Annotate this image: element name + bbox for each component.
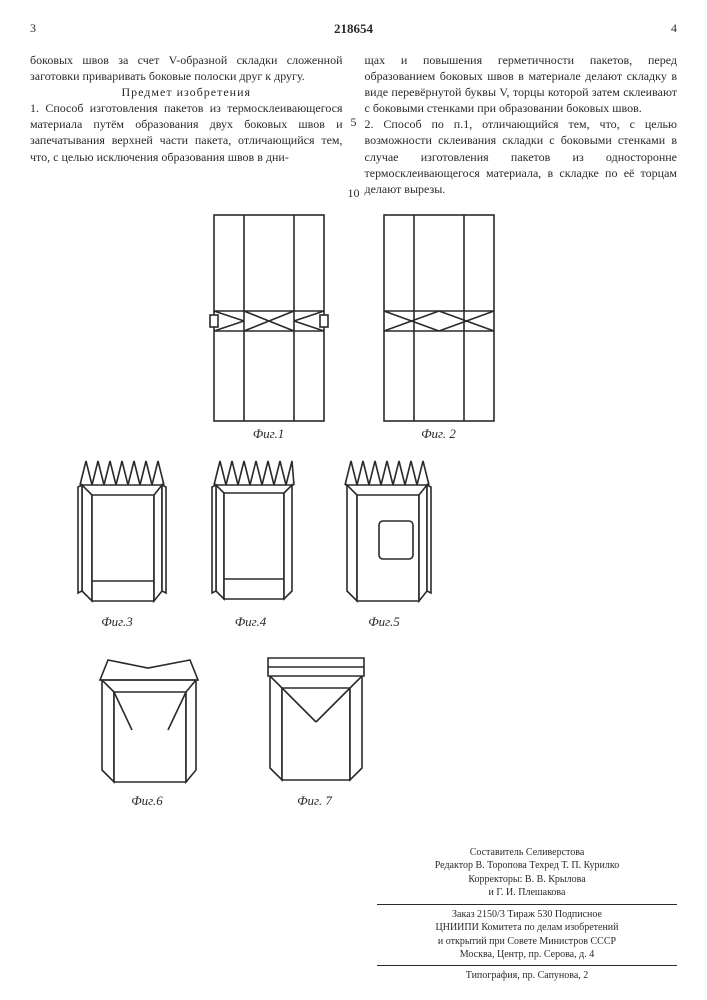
figure-label: Фиг.5 [368, 613, 400, 631]
figure-label: Фиг.4 [235, 613, 267, 631]
section-title: Предмет изобретения [30, 84, 343, 100]
figure-label: Фиг.3 [101, 613, 133, 631]
figure-4: Фиг.4 [198, 451, 303, 631]
line-number: 5 [351, 114, 357, 130]
text-columns: боковых швов за счет V-образной складки … [30, 52, 677, 198]
figure-6: Фиг.6 [82, 640, 212, 810]
para: боковых швов за счет V-образной складки … [30, 52, 343, 84]
figure-7: Фиг. 7 [252, 640, 377, 810]
typography-line: Типография, пр. Сапунова, 2 [377, 969, 677, 983]
correctors2: и Г. И. Плешакова [377, 886, 677, 900]
para: щах и повышения герметичности пакетов, п… [365, 52, 678, 117]
correctors: Корректоры: В. В. Крылова [377, 873, 677, 887]
figure-label: Фиг. 7 [297, 792, 332, 810]
figure-5: Фиг.5 [329, 451, 439, 631]
figure-1: Фиг.1 [204, 213, 334, 443]
order-line: Заказ 2150/3 Тираж 530 Подписное [377, 908, 677, 922]
page-number-left: 3 [30, 20, 36, 36]
figure-label: Фиг. 2 [421, 425, 456, 443]
figure-3: Фиг.3 [62, 451, 172, 631]
document-number: 218654 [30, 20, 677, 38]
address: Москва, Центр, пр. Серова, д. 4 [377, 948, 677, 962]
figure-label: Фиг.6 [131, 792, 163, 810]
institution: ЦНИИПИ Комитета по делам изобретений [377, 921, 677, 935]
line-number: 10 [348, 185, 360, 201]
imprint-footer: Составитель Селиверстова Редактор В. Тор… [377, 846, 677, 983]
figures-block: Фиг.1 Фиг. 2 [30, 213, 677, 810]
page-number-right: 4 [671, 20, 677, 36]
figure-2: Фиг. 2 [374, 213, 504, 443]
para: 1. Способ изготовления пакетов из термос… [30, 100, 343, 165]
column-left: боковых швов за счет V-образной складки … [30, 52, 343, 198]
institution2: и открытий при Совете Министров СССР [377, 935, 677, 949]
column-right: щах и повышения герметичности пакетов, п… [365, 52, 678, 198]
para: 2. Способ по п.1, отличающийся тем, что,… [365, 116, 678, 197]
editors: Редактор В. Торопова Техред Т. П. Курилк… [377, 859, 677, 873]
figure-label: Фиг.1 [253, 425, 285, 443]
compiler: Составитель Селиверстова [377, 846, 677, 860]
